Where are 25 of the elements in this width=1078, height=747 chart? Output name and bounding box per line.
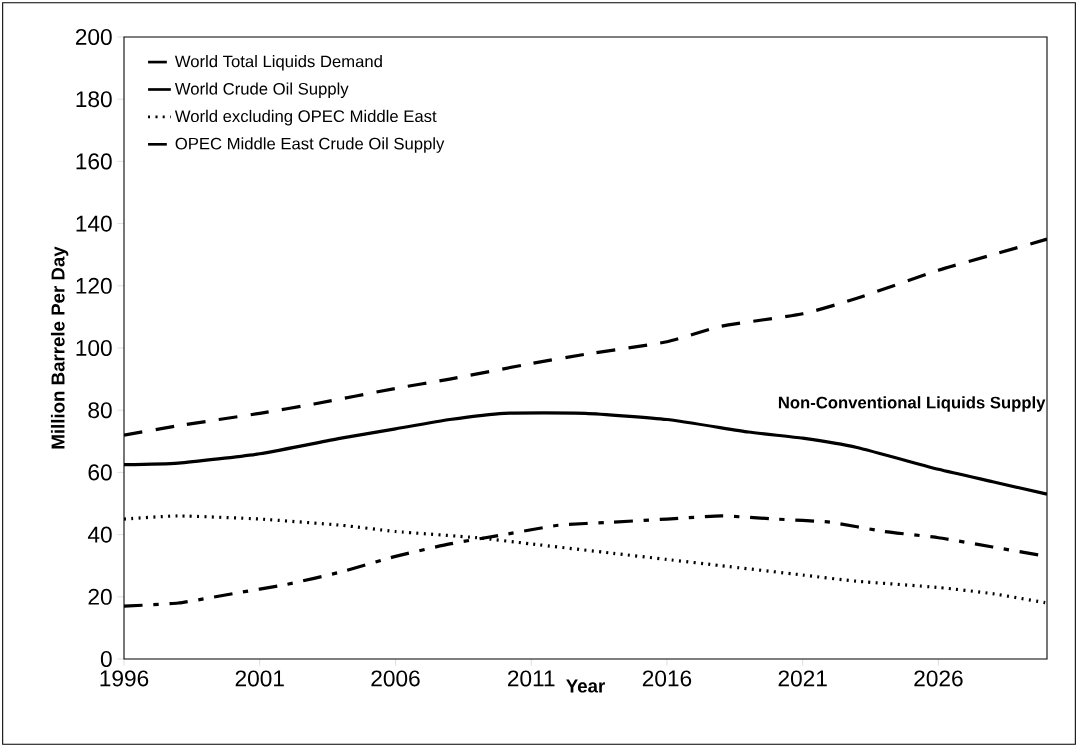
legend-label: World excluding OPEC Middle East [174, 109, 437, 126]
legend-label: World Crude Oil Supply [174, 82, 349, 98]
x-tick-label: 2001 [235, 670, 284, 687]
x-tick-label: 2016 [642, 670, 692, 687]
y-tick-label: 200 [75, 28, 112, 46]
x-axis-title: Year [566, 679, 605, 693]
y-tick-label: 180 [76, 91, 112, 108]
x-tick-label: 2026 [914, 670, 963, 687]
y-tick-label: 40 [87, 526, 112, 543]
y-tick-label: 140 [76, 215, 112, 232]
y-tick-label: 120 [76, 277, 112, 294]
y-tick-label: 20 [88, 588, 112, 605]
x-tick-label: 2021 [778, 670, 827, 687]
y-tick-label: 100 [76, 339, 112, 357]
x-tick-label: 2011 [507, 670, 555, 687]
x-tick-label: 2006 [371, 670, 420, 687]
y-tick-label: 160 [76, 153, 112, 170]
y-tick-label: 80 [88, 402, 112, 419]
annotation: Non-Conventional Liquids Supply [778, 396, 1046, 412]
y-axis-title: Million Barrele Per Day [50, 246, 69, 449]
legend-label: OPEC Middle East Crude Oil Supply [175, 137, 445, 153]
x-tick-label: 1996 [100, 670, 149, 687]
y-tick-label: 0 [100, 650, 112, 668]
legend-label: World Total Liquids Demand [174, 55, 382, 71]
y-tick-label: 60 [88, 464, 112, 481]
